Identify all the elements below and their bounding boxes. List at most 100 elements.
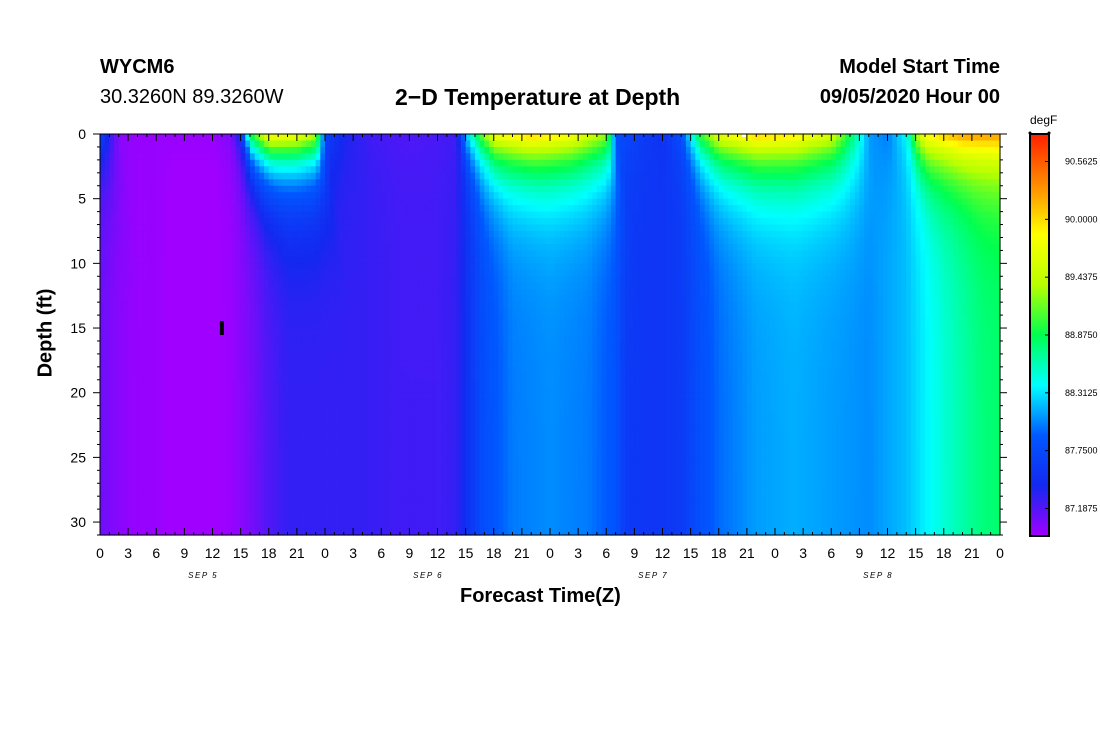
heatmap-cell bbox=[957, 289, 964, 297]
heatmap-cell bbox=[470, 224, 476, 232]
heatmap-cell bbox=[296, 192, 303, 200]
heatmap-cell bbox=[456, 185, 462, 193]
heatmap-cell bbox=[554, 282, 560, 290]
heatmap-cell bbox=[906, 166, 912, 174]
heatmap-cell bbox=[287, 243, 293, 252]
heatmap-cell bbox=[423, 218, 429, 226]
heatmap-cell bbox=[737, 218, 743, 226]
heatmap-cell bbox=[114, 276, 120, 284]
heatmap-cell bbox=[746, 218, 753, 226]
heatmap-cell bbox=[700, 192, 706, 200]
heatmap-cell bbox=[296, 289, 303, 297]
heatmap-cell bbox=[489, 153, 495, 161]
heatmap-cell bbox=[310, 231, 317, 239]
heatmap-cell bbox=[348, 192, 354, 200]
heatmap-cell bbox=[151, 282, 157, 290]
heatmap-cell bbox=[620, 172, 626, 180]
heatmap-cell bbox=[446, 211, 453, 219]
heatmap-cell bbox=[807, 153, 814, 161]
heatmap-cell bbox=[770, 192, 776, 200]
heatmap-cell bbox=[531, 211, 537, 219]
heatmap-cell bbox=[831, 250, 837, 258]
heatmap-cell bbox=[306, 276, 312, 284]
heatmap-cell bbox=[395, 134, 401, 142]
heatmap-cell bbox=[339, 289, 345, 297]
heatmap-cell bbox=[423, 153, 429, 161]
heatmap-cell bbox=[484, 159, 490, 167]
heatmap-cell bbox=[395, 159, 401, 167]
heatmap-cell bbox=[376, 166, 382, 174]
heatmap-cell bbox=[456, 250, 462, 258]
heatmap-cell bbox=[578, 231, 584, 239]
heatmap-cell bbox=[245, 192, 251, 200]
heatmap-cell bbox=[896, 134, 903, 142]
heatmap-cell bbox=[137, 153, 143, 161]
heatmap-cell bbox=[385, 282, 392, 290]
heatmap-cell bbox=[714, 205, 720, 213]
heatmap-cell bbox=[254, 282, 260, 290]
heatmap-cell bbox=[264, 224, 270, 232]
heatmap-cell bbox=[334, 282, 340, 290]
heatmap-cell bbox=[165, 134, 171, 142]
heatmap-cell bbox=[625, 185, 631, 193]
heatmap-cell bbox=[475, 224, 481, 232]
heatmap-cell bbox=[592, 205, 598, 213]
heatmap-cell bbox=[179, 146, 185, 155]
heatmap-cell bbox=[404, 211, 410, 219]
heatmap-cell bbox=[315, 140, 321, 148]
heatmap-cell bbox=[573, 276, 579, 284]
heatmap-cell bbox=[784, 243, 790, 252]
heatmap-cell bbox=[559, 237, 565, 245]
heatmap-cell bbox=[770, 185, 776, 193]
heatmap-cell bbox=[151, 237, 157, 245]
heatmap-cell bbox=[601, 192, 607, 200]
heatmap-cell bbox=[760, 263, 767, 271]
heatmap-cell bbox=[981, 269, 987, 277]
heatmap-cell bbox=[728, 159, 734, 167]
heatmap-cell bbox=[493, 276, 500, 284]
heatmap-cell bbox=[812, 140, 818, 148]
heatmap-cell bbox=[760, 192, 767, 200]
heatmap-cell bbox=[934, 198, 940, 206]
heatmap-cell bbox=[385, 289, 392, 297]
heatmap-cell bbox=[446, 134, 453, 142]
heatmap-cell bbox=[264, 295, 270, 303]
heatmap-cell bbox=[775, 140, 781, 148]
heatmap-cell bbox=[100, 192, 106, 200]
heatmap-cell bbox=[568, 250, 575, 258]
heatmap-cell bbox=[784, 140, 790, 148]
heatmap-cell bbox=[395, 243, 401, 252]
heatmap-cell bbox=[573, 218, 579, 226]
heatmap-cell bbox=[864, 218, 870, 226]
heatmap-cell bbox=[943, 211, 950, 219]
heatmap-cell bbox=[653, 192, 659, 200]
heatmap-cell bbox=[629, 166, 635, 174]
heatmap-cell bbox=[118, 276, 125, 284]
heatmap-cell bbox=[212, 134, 218, 142]
heatmap-cell bbox=[212, 250, 218, 258]
heatmap-cell bbox=[507, 218, 514, 226]
heatmap-cell bbox=[667, 295, 673, 303]
heatmap-cell bbox=[381, 192, 387, 200]
heatmap-cell bbox=[704, 243, 710, 252]
heatmap-cell bbox=[367, 185, 373, 193]
heatmap-cell bbox=[746, 295, 753, 303]
heatmap-cell bbox=[990, 205, 996, 213]
heatmap-cell bbox=[976, 243, 982, 252]
heatmap-cell bbox=[667, 140, 673, 148]
heatmap-cell bbox=[100, 237, 106, 245]
heatmap-cell bbox=[489, 256, 495, 264]
heatmap-cell bbox=[681, 243, 687, 252]
heatmap-cell bbox=[118, 218, 125, 226]
heatmap-cell bbox=[470, 172, 476, 180]
heatmap-cell bbox=[404, 295, 410, 303]
heatmap-cell bbox=[292, 140, 298, 148]
heatmap-cell bbox=[264, 243, 270, 252]
heatmap-cell bbox=[437, 282, 443, 290]
heatmap-cell bbox=[587, 276, 593, 284]
heatmap-cell bbox=[821, 218, 828, 226]
heatmap-cell bbox=[442, 231, 448, 239]
heatmap-cell bbox=[268, 166, 275, 174]
heatmap-cell bbox=[442, 159, 448, 167]
heatmap-cell bbox=[212, 282, 218, 290]
